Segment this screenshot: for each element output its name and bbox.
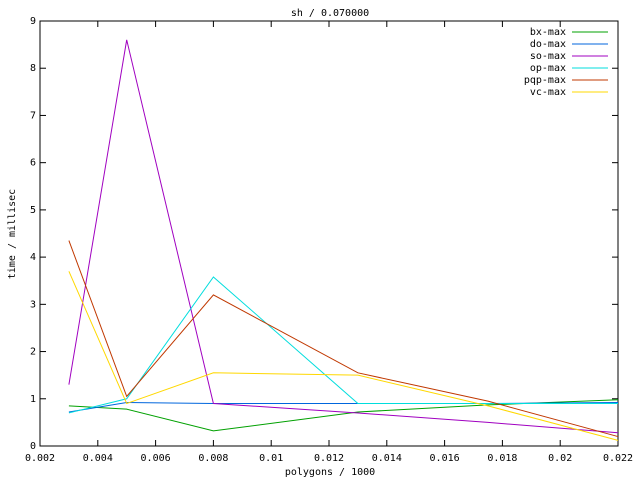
y-tick-label: 0: [30, 441, 36, 452]
y-tick-label: 7: [30, 110, 36, 121]
y-tick-label: 9: [30, 16, 36, 27]
x-tick-label: 0.014: [372, 453, 402, 464]
y-tick-label: 8: [30, 63, 36, 74]
x-tick-label: 0.008: [198, 453, 228, 464]
series-line: [68, 399, 619, 432]
legend-label: do-max: [530, 39, 566, 50]
x-tick-label: 0.016: [430, 453, 460, 464]
x-tick-label: 0.018: [487, 453, 517, 464]
chart-title: sh / 0.070000: [291, 8, 369, 19]
x-tick-label: 0.022: [603, 453, 633, 464]
y-tick-label: 5: [30, 205, 36, 216]
y-tick-label: 2: [30, 347, 36, 358]
y-tick-label: 4: [30, 252, 36, 263]
legend-label: so-max: [530, 51, 566, 62]
legend-label: pqp-max: [524, 75, 566, 86]
x-axis-label: polygons / 1000: [285, 467, 375, 478]
y-tick-label: 3: [30, 299, 36, 310]
legend-label: op-max: [530, 63, 566, 74]
x-tick-label: 0.02: [548, 453, 572, 464]
series-line: [68, 240, 619, 438]
y-axis-label: time / millisec: [7, 189, 18, 279]
series-line: [68, 39, 619, 434]
x-tick-label: 0.01: [259, 453, 283, 464]
y-tick-label: 6: [30, 158, 36, 169]
series-line: [68, 271, 619, 441]
y-tick-label: 1: [30, 394, 36, 405]
x-tick-label: 0.012: [314, 453, 344, 464]
legend-label: bx-max: [530, 27, 566, 38]
x-tick-label: 0.002: [25, 453, 55, 464]
x-tick-label: 0.004: [83, 453, 113, 464]
series-line: [68, 276, 618, 414]
legend-label: vc-max: [530, 87, 566, 98]
x-tick-label: 0.006: [141, 453, 171, 464]
